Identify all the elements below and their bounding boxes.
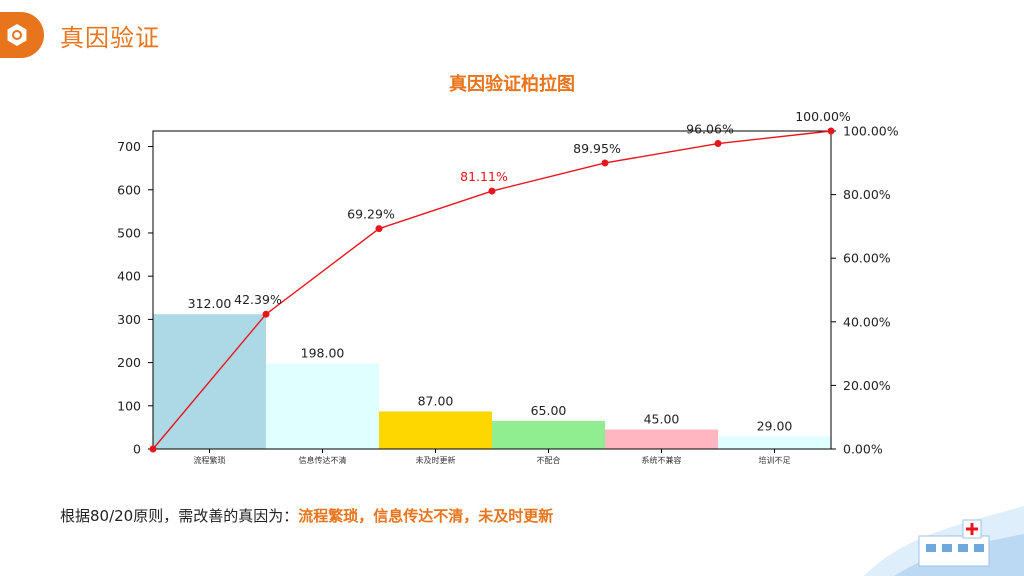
cumulative-point: [601, 159, 609, 167]
y-right-tick-label: 60.00%: [843, 251, 891, 266]
cumulative-point: [714, 140, 722, 148]
bar-value-label: 198.00: [301, 345, 345, 360]
conclusion-text: 根据80/20原则，需改善的真因为：流程繁琐，信息传达不清，未及时更新: [60, 505, 553, 526]
cumulative-label: 81.11%: [460, 169, 508, 184]
bar-value-label: 87.00: [418, 393, 454, 408]
y-left-tick-label: 600: [117, 182, 141, 197]
cumulative-point: [149, 445, 157, 453]
chart-title: 真因验证柏拉图: [449, 74, 575, 95]
bar-value-label: 312.00: [188, 296, 232, 311]
y-right-tick-label: 40.00%: [843, 314, 891, 329]
y-left-tick-label: 700: [117, 139, 141, 154]
y-right-tick-label: 100.00%: [843, 124, 899, 139]
cumulative-label: 89.95%: [573, 141, 621, 156]
y-left-tick-label: 200: [117, 355, 141, 370]
cumulative-label: 100.00%: [795, 109, 851, 124]
cumulative-point: [827, 127, 835, 135]
y-left-tick-label: 100: [117, 398, 141, 413]
plot-frame: [152, 130, 832, 450]
cumulative-point: [262, 310, 270, 318]
y-left-tick-label: 300: [117, 312, 141, 327]
y-right-tick-label: 20.00%: [843, 378, 891, 393]
bar-value-label: 29.00: [757, 418, 793, 433]
cumulative-point: [488, 187, 496, 195]
conclusion-prefix: 根据80/20原则，需改善的真因为：: [60, 507, 299, 525]
cumulative-label: 42.39%: [234, 292, 282, 307]
conclusion-highlight: 流程繁琐，信息传达不清，未及时更新: [298, 507, 554, 525]
x-tick-label: 信息传达不清: [299, 455, 347, 465]
x-tick-label: 流程繁琐: [194, 455, 226, 465]
bar-value-label: 45.00: [644, 412, 680, 427]
bar: [605, 429, 718, 449]
y-left-tick-label: 400: [117, 269, 141, 284]
logo-dot-icon: [12, 30, 22, 40]
cumulative-point: [375, 225, 383, 233]
bar: [718, 436, 831, 449]
x-tick-label: 培训不足: [759, 455, 791, 465]
page-title: 真因验证: [60, 24, 160, 52]
y-left-tick-label: 500: [117, 225, 141, 240]
hospital-illustration: [864, 506, 1024, 576]
cumulative-label: 69.29%: [347, 207, 395, 222]
bar-value-label: 65.00: [531, 403, 567, 418]
x-tick-label: 不配合: [537, 455, 561, 465]
bar: [266, 363, 379, 449]
bar: [379, 411, 492, 449]
x-tick-label: 未及时更新: [416, 455, 456, 465]
y-right-tick-label: 0.00%: [843, 442, 883, 457]
y-left-tick-label: 0: [133, 442, 141, 457]
bar: [492, 420, 605, 449]
x-tick-label: 系统不兼容: [642, 455, 682, 465]
cumulative-label: 96.06%: [686, 122, 734, 137]
logo: [0, 12, 44, 58]
y-right-tick-label: 80.00%: [843, 187, 891, 202]
